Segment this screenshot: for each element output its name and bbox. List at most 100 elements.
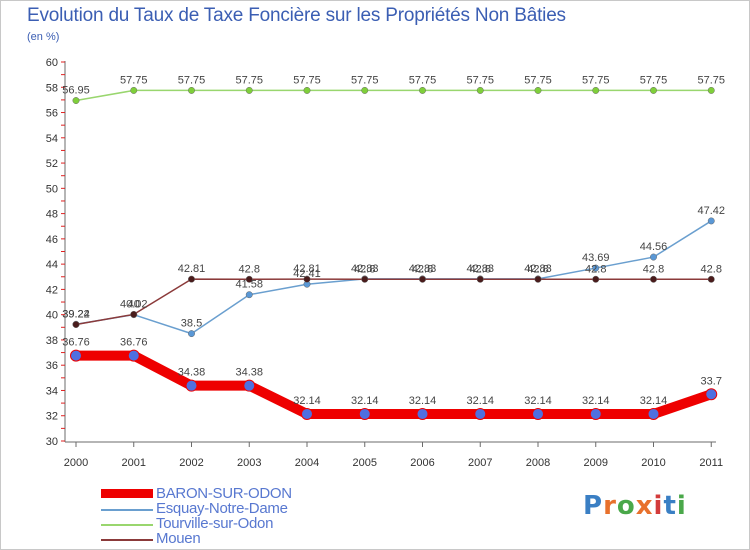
data-label: 57.75	[178, 74, 206, 86]
data-point[interactable]	[245, 275, 253, 283]
data-label: 34.38	[235, 367, 263, 379]
data-label: 42.83	[409, 263, 437, 275]
data-label: 42.41	[293, 268, 321, 280]
data-point[interactable]	[534, 275, 542, 283]
y-tick-label: 32	[46, 411, 58, 423]
data-label: 42.8	[585, 263, 606, 275]
data-point[interactable]	[476, 275, 484, 283]
data-point[interactable]	[647, 407, 660, 420]
data-point[interactable]	[130, 310, 138, 318]
data-point[interactable]	[592, 264, 600, 272]
logo-letter: o	[616, 491, 636, 521]
data-label: 57.75	[409, 74, 437, 86]
data-point[interactable]	[534, 86, 542, 94]
data-point[interactable]	[707, 275, 715, 283]
data-label: 32.14	[640, 395, 668, 407]
data-point[interactable]	[589, 407, 602, 420]
data-point[interactable]	[416, 407, 429, 420]
x-tick-label: 2010	[641, 457, 665, 469]
data-label: 42.8	[470, 263, 491, 275]
data-label: 41.58	[235, 279, 263, 291]
logo-letter: r	[603, 491, 617, 521]
data-label: 42.8	[643, 263, 664, 275]
data-point[interactable]	[72, 97, 80, 104]
data-point[interactable]	[72, 321, 80, 328]
data-point[interactable]	[301, 407, 313, 420]
y-tick-label: 60	[46, 57, 58, 69]
data-point[interactable]	[361, 275, 369, 283]
data-point[interactable]	[188, 86, 195, 94]
data-label: 32.14	[466, 395, 494, 407]
data-label: 42.81	[178, 263, 206, 275]
data-label: 39.24	[62, 308, 90, 320]
data-point[interactable]	[419, 275, 426, 283]
data-point[interactable]	[243, 379, 256, 392]
data-point[interactable]	[592, 275, 600, 283]
x-tick-label: 2011	[699, 457, 723, 469]
data-point[interactable]	[650, 253, 657, 261]
data-point[interactable]	[650, 86, 657, 94]
data-label: 34.38	[178, 367, 206, 379]
data-point[interactable]	[303, 86, 311, 94]
data-point[interactable]	[361, 86, 369, 94]
data-point[interactable]	[188, 275, 195, 283]
data-point[interactable]	[705, 388, 718, 401]
y-tick-label: 42	[46, 284, 58, 296]
data-point[interactable]	[592, 86, 600, 94]
y-tick-label: 34	[46, 385, 58, 397]
data-label: 42.83	[466, 263, 494, 275]
data-point[interactable]	[707, 86, 715, 94]
data-label: 43.69	[582, 252, 610, 264]
data-point[interactable]	[707, 217, 715, 225]
data-label: 57.75	[697, 74, 725, 86]
data-label: 56.95	[62, 85, 90, 97]
logo-letter: t	[663, 491, 677, 521]
data-point[interactable]	[70, 349, 82, 362]
legend-label-esquay: Esquay-Notre-Dame	[156, 500, 288, 517]
data-label: 44.56	[640, 241, 668, 253]
data-point[interactable]	[185, 379, 198, 392]
data-label: 42.8	[527, 263, 548, 275]
y-tick-label: 46	[46, 234, 58, 246]
y-tick-label: 44	[46, 259, 58, 271]
series-line-3	[75, 278, 712, 326]
x-tick-label: 2000	[64, 457, 88, 469]
data-point[interactable]	[650, 275, 657, 283]
legend-label-baron: BARON-SUR-ODON	[156, 485, 292, 502]
x-tick-label: 2005	[353, 457, 377, 469]
data-point[interactable]	[245, 291, 253, 299]
data-point[interactable]	[188, 330, 195, 338]
logo-letter: x	[635, 491, 654, 521]
y-tick-label: 36	[46, 360, 58, 372]
data-label: 42.8	[354, 263, 375, 275]
data-label: 39.22	[62, 309, 90, 321]
x-tick-label: 2006	[410, 457, 434, 469]
data-point[interactable]	[358, 407, 371, 420]
data-point[interactable]	[474, 407, 487, 420]
data-point[interactable]	[419, 86, 426, 94]
data-point[interactable]	[130, 86, 138, 94]
data-label: 32.14	[351, 395, 379, 407]
y-tick-label: 38	[46, 335, 58, 347]
x-tick-label: 2002	[179, 457, 203, 469]
data-point[interactable]	[303, 275, 311, 283]
proxiti-logo[interactable]: Proxiti	[583, 491, 687, 521]
x-ticks: 2000 2001 2002 2003 2004 2005 2006 2007 2008 2009…	[64, 442, 723, 469]
series-line-0	[71, 350, 717, 419]
data-label: 33.7	[701, 375, 722, 387]
data-label: 57.75	[235, 74, 263, 86]
data-point[interactable]	[127, 349, 140, 362]
data-label: 57.75	[293, 74, 321, 86]
data-point[interactable]	[245, 86, 253, 94]
data-label: 57.75	[582, 74, 610, 86]
data-label: 38.5	[181, 318, 202, 330]
y-tick-label: 48	[46, 209, 58, 221]
y-tick-label: 58	[46, 82, 58, 94]
data-label: 42.8	[239, 263, 260, 275]
legend-swatch-esquay	[101, 509, 153, 511]
data-point[interactable]	[476, 86, 484, 94]
data-point[interactable]	[532, 407, 544, 420]
y-tick-label: 54	[46, 133, 58, 145]
